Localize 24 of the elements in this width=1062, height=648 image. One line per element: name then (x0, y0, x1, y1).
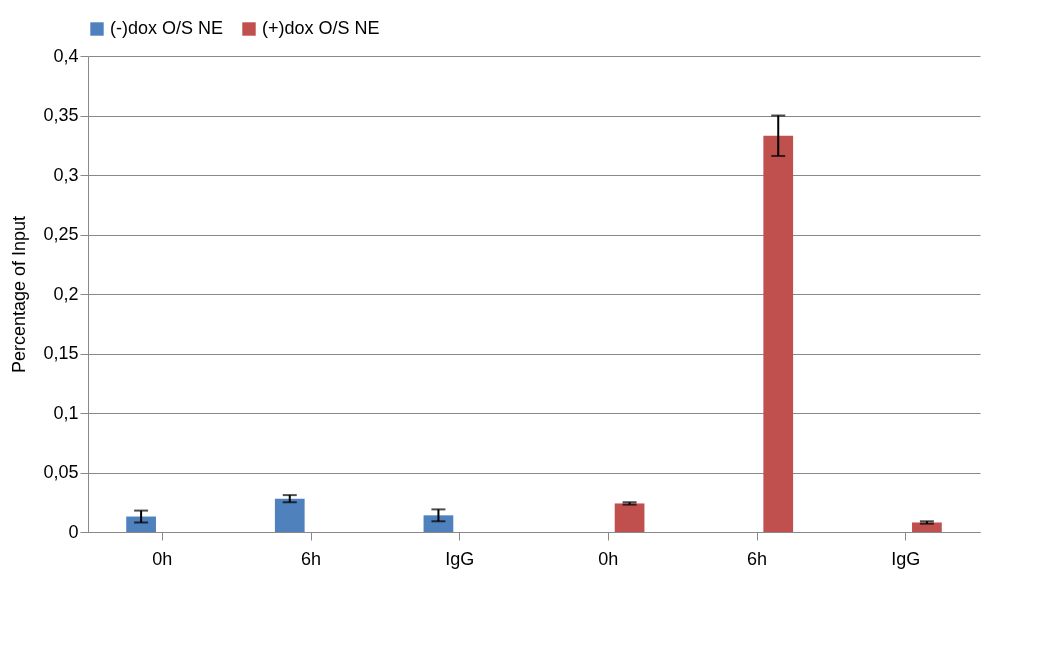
x-tick-label: 0h (598, 548, 619, 569)
y-tick-label: 0,3 (53, 164, 79, 185)
y-tick-label: 0 (68, 521, 79, 542)
bar (274, 498, 305, 532)
y-tick-label: 0,4 (53, 45, 79, 66)
x-tick-label: IgG (891, 548, 921, 569)
x-tick-label: 6h (746, 548, 768, 569)
bar (423, 515, 454, 532)
bar (614, 503, 645, 532)
y-tick-label: 0,05 (43, 462, 79, 482)
legend-label: (+)dox O/S NE (262, 18, 380, 38)
bar (912, 522, 942, 532)
y-tick-label: 0,2 (53, 283, 79, 304)
legend-label: (-)dox O/S NE (110, 18, 224, 38)
y-tick-label: 0,1 (53, 402, 79, 423)
bar (763, 135, 794, 532)
y-axis-title: Percentage of Input (9, 215, 30, 374)
y-tick-label: 0,15 (43, 343, 79, 363)
x-tick-label: 6h (300, 548, 322, 569)
x-tick-label: 0h (152, 548, 173, 569)
y-tick-label: 0,35 (43, 105, 79, 125)
y-tick-label: 0,25 (43, 224, 79, 244)
bar (126, 516, 156, 532)
x-tick-label: IgG (445, 548, 475, 569)
